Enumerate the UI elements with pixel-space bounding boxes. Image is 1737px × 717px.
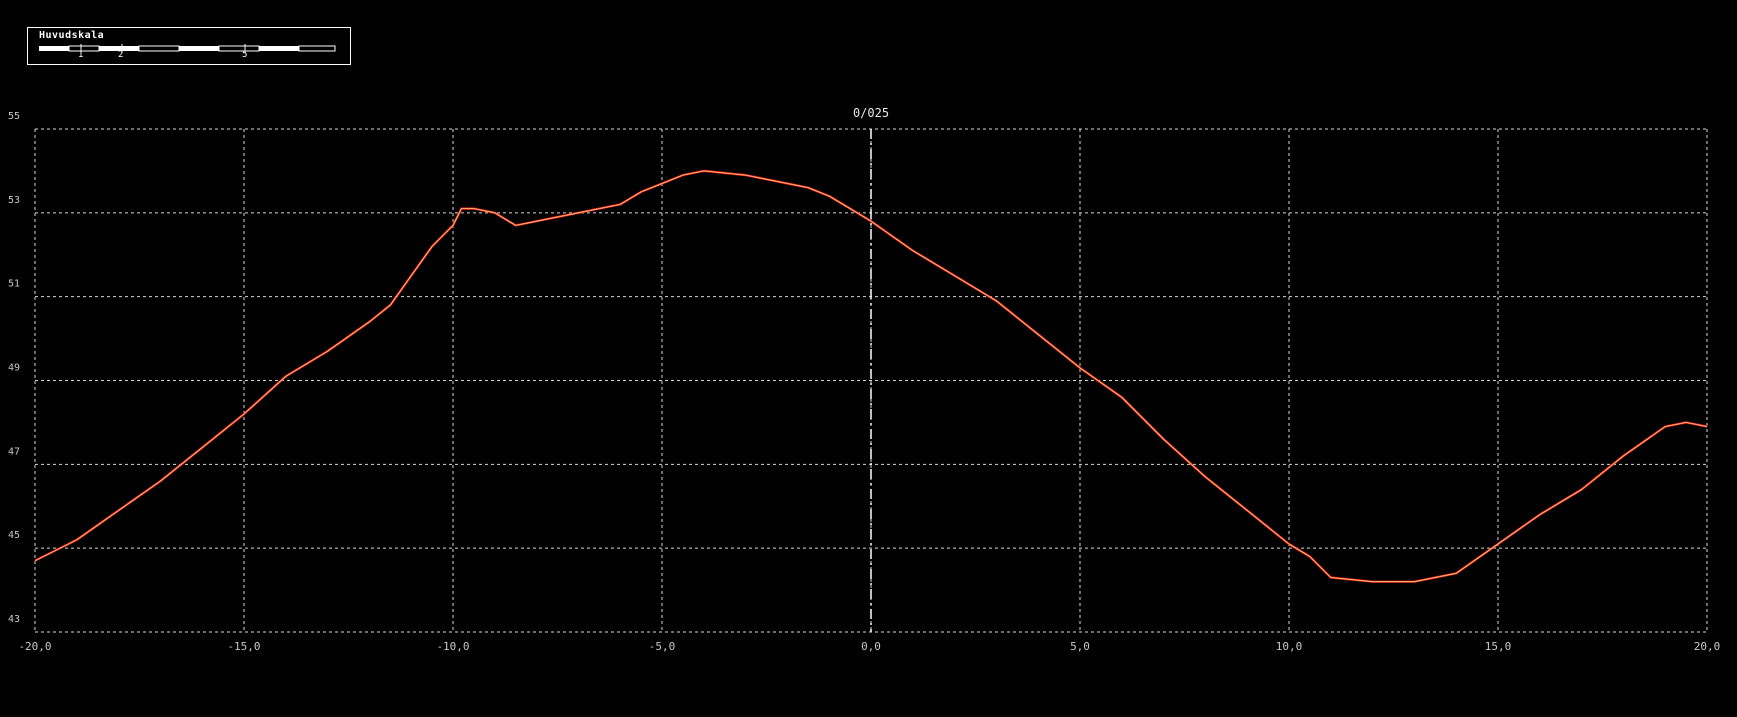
scale-tick-label: 1: [78, 50, 84, 60]
scale-legend-title: Huvudskala: [39, 30, 105, 41]
scale-bar: [39, 44, 336, 53]
x-tick-label: 5,0: [1070, 640, 1090, 653]
y-tick-label: 53: [8, 195, 20, 206]
x-tick-label: 0,0: [861, 640, 881, 653]
profile-line-highlight: [34, 170, 1708, 583]
scale-tick-label: 2: [118, 50, 124, 60]
y-tick-label: 45: [8, 530, 20, 541]
x-tick-label: -5,0: [649, 640, 676, 653]
center-marker: 0/025: [853, 106, 889, 632]
x-tick-label: -10,0: [436, 640, 469, 653]
series: [34, 169, 1708, 583]
scale-segment: [298, 45, 336, 52]
scale-segment: [99, 46, 139, 51]
x-tick-label: 20,0: [1694, 640, 1721, 653]
scale-tick-label: 5: [242, 50, 248, 60]
x-tick-label: 15,0: [1485, 640, 1512, 653]
x-tick-label: 10,0: [1276, 640, 1303, 653]
y-tick-label: 47: [8, 446, 20, 457]
y-tick-label: 49: [8, 363, 20, 374]
scale-segment: [179, 46, 219, 51]
y-tick-label: 43: [8, 614, 20, 625]
center-label: 0/025: [853, 106, 889, 120]
x-tick-label: -15,0: [227, 640, 260, 653]
scale-segment: [39, 46, 69, 51]
axis-labels: -20,0 -15,0 -10,0 -5,0 0,0 5,0 10,0 15,0 20,0 43 4…: [8, 111, 1720, 653]
y-tick-label: 51: [8, 279, 20, 290]
y-tick-label: 55: [8, 111, 20, 122]
scale-legend: Huvudskala 1 2 5: [27, 27, 351, 65]
x-tick-label: -20,0: [18, 640, 51, 653]
scale-segment: [259, 46, 299, 51]
